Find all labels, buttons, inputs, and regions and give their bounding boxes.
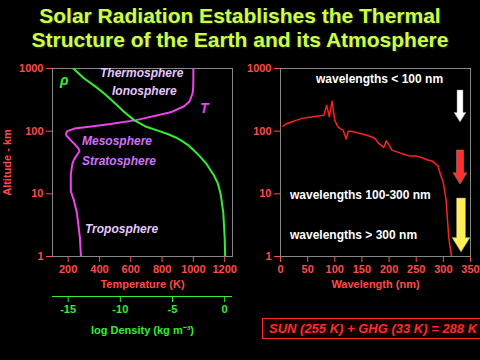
svg-text:300: 300	[434, 263, 452, 275]
html-text:SUN (255 K) + GHG (33 K) = 288: SUN (255 K) + GHG (33 K) = 288 K	[269, 321, 478, 336]
html-text:T: T	[200, 100, 209, 116]
svg-text:1000: 1000	[19, 62, 43, 74]
html-text:Mesosphere: Mesosphere	[82, 134, 152, 148]
svg-text:1: 1	[265, 250, 271, 262]
html-text:ρ: ρ	[60, 72, 69, 88]
svg-text:250: 250	[407, 263, 425, 275]
svg-text:1200: 1200	[212, 263, 236, 275]
svg-text:0: 0	[277, 263, 283, 275]
svg-text:Altitude - km: Altitude - km	[1, 129, 13, 196]
html-text:Stratosphere: Stratosphere	[82, 154, 156, 168]
svg-text:10: 10	[259, 187, 271, 199]
svg-text:0: 0	[222, 303, 228, 315]
svg-text:1000: 1000	[247, 62, 271, 74]
svg-text:-5: -5	[168, 303, 178, 315]
svg-text:800: 800	[153, 263, 171, 275]
svg-text:-15: -15	[60, 303, 76, 315]
html-text:Thermosphere: Thermosphere	[100, 66, 184, 80]
svg-text:1000: 1000	[181, 263, 205, 275]
svg-text:350: 350	[461, 263, 479, 275]
svg-text:log Density (kg m⁻³): log Density (kg m⁻³)	[91, 324, 194, 336]
svg-text:-10: -10	[112, 303, 128, 315]
svg-text:150: 150	[353, 263, 371, 275]
svg-text:100: 100	[25, 125, 43, 137]
svg-text:Temperature (K): Temperature (K)	[100, 278, 184, 290]
html-text:Troposphere: Troposphere	[85, 222, 159, 236]
svg-text:200: 200	[59, 263, 77, 275]
svg-text:600: 600	[122, 263, 140, 275]
html-text:Ionosphere: Ionosphere	[112, 84, 177, 98]
svg-text:100: 100	[253, 125, 271, 137]
svg-text:100: 100	[326, 263, 344, 275]
svg-text:10: 10	[31, 187, 43, 199]
svg-text:Wavelength (nm): Wavelength (nm)	[331, 278, 420, 290]
svg-text:200: 200	[380, 263, 398, 275]
html-text:wavelengths > 300 nm: wavelengths > 300 nm	[290, 228, 418, 242]
svg-text:50: 50	[302, 263, 314, 275]
html-text:Solar Radiation Establishes th: Solar Radiation Establishes the Thermal …	[31, 4, 449, 51]
html-text:wavelengths 100-300 nm: wavelengths 100-300 nm	[290, 188, 431, 202]
svg-text:1: 1	[37, 250, 43, 262]
html-text:wavelengths < 100 nm: wavelengths < 100 nm	[316, 72, 444, 86]
svg-text:400: 400	[90, 263, 108, 275]
